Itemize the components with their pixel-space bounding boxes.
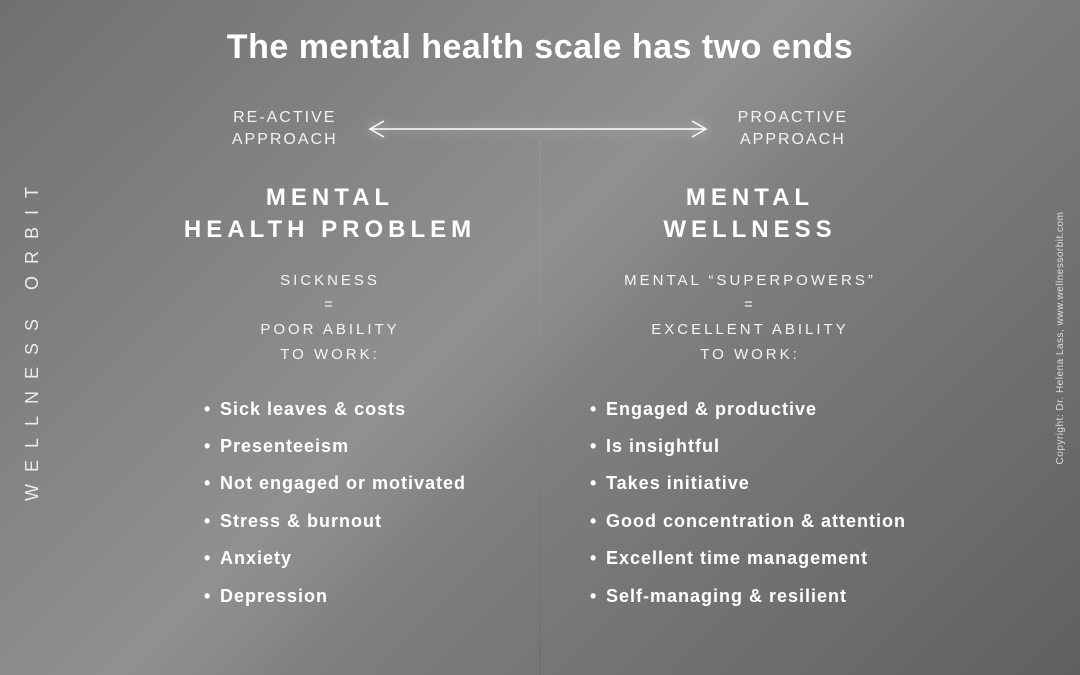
list-item: Self-managing & resilient <box>590 585 930 608</box>
brand-vertical: WELLNESS ORBIT <box>22 174 43 500</box>
copyright-vertical: Copyright: Dr. Helena Lass, www.wellness… <box>1055 211 1066 464</box>
list-item: Presenteeism <box>204 435 510 458</box>
right-list: Engaged & productive Is insightful Takes… <box>570 398 930 608</box>
list-item: Excellent time management <box>590 547 930 570</box>
list-item: Not engaged or motivated <box>204 472 510 495</box>
right-approach-label: PROACTIVE APPROACH <box>738 107 848 152</box>
list-item: Engaged & productive <box>590 398 930 421</box>
left-subheading: SICKNESS = POOR ABILITY TO WORK: <box>150 269 510 368</box>
left-list: Sick leaves & costs Presenteeism Not eng… <box>150 398 510 608</box>
left-heading: MENTAL HEALTH PROBLEM <box>150 182 510 247</box>
right-subheading: MENTAL “SUPERPOWERS” = EXCELLENT ABILITY… <box>570 269 930 368</box>
columns: MENTAL HEALTH PROBLEM SICKNESS = POOR AB… <box>0 182 1080 622</box>
list-item: Anxiety <box>204 547 510 570</box>
page-title: The mental health scale has two ends <box>0 0 1080 67</box>
list-item: Good concentration & attention <box>590 510 930 533</box>
left-approach-label: RE-ACTIVE APPROACH <box>232 107 338 152</box>
double-arrow-icon <box>358 117 718 141</box>
left-column: MENTAL HEALTH PROBLEM SICKNESS = POOR AB… <box>150 182 510 622</box>
list-item: Sick leaves & costs <box>204 398 510 421</box>
right-column: MENTAL WELLNESS MENTAL “SUPERPOWERS” = E… <box>570 182 930 622</box>
list-item: Depression <box>204 585 510 608</box>
list-item: Is insightful <box>590 435 930 458</box>
arrow-row: RE-ACTIVE APPROACH PROACTIVE APPROACH <box>0 107 1080 152</box>
right-heading: MENTAL WELLNESS <box>570 182 930 247</box>
list-item: Stress & burnout <box>204 510 510 533</box>
list-item: Takes initiative <box>590 472 930 495</box>
